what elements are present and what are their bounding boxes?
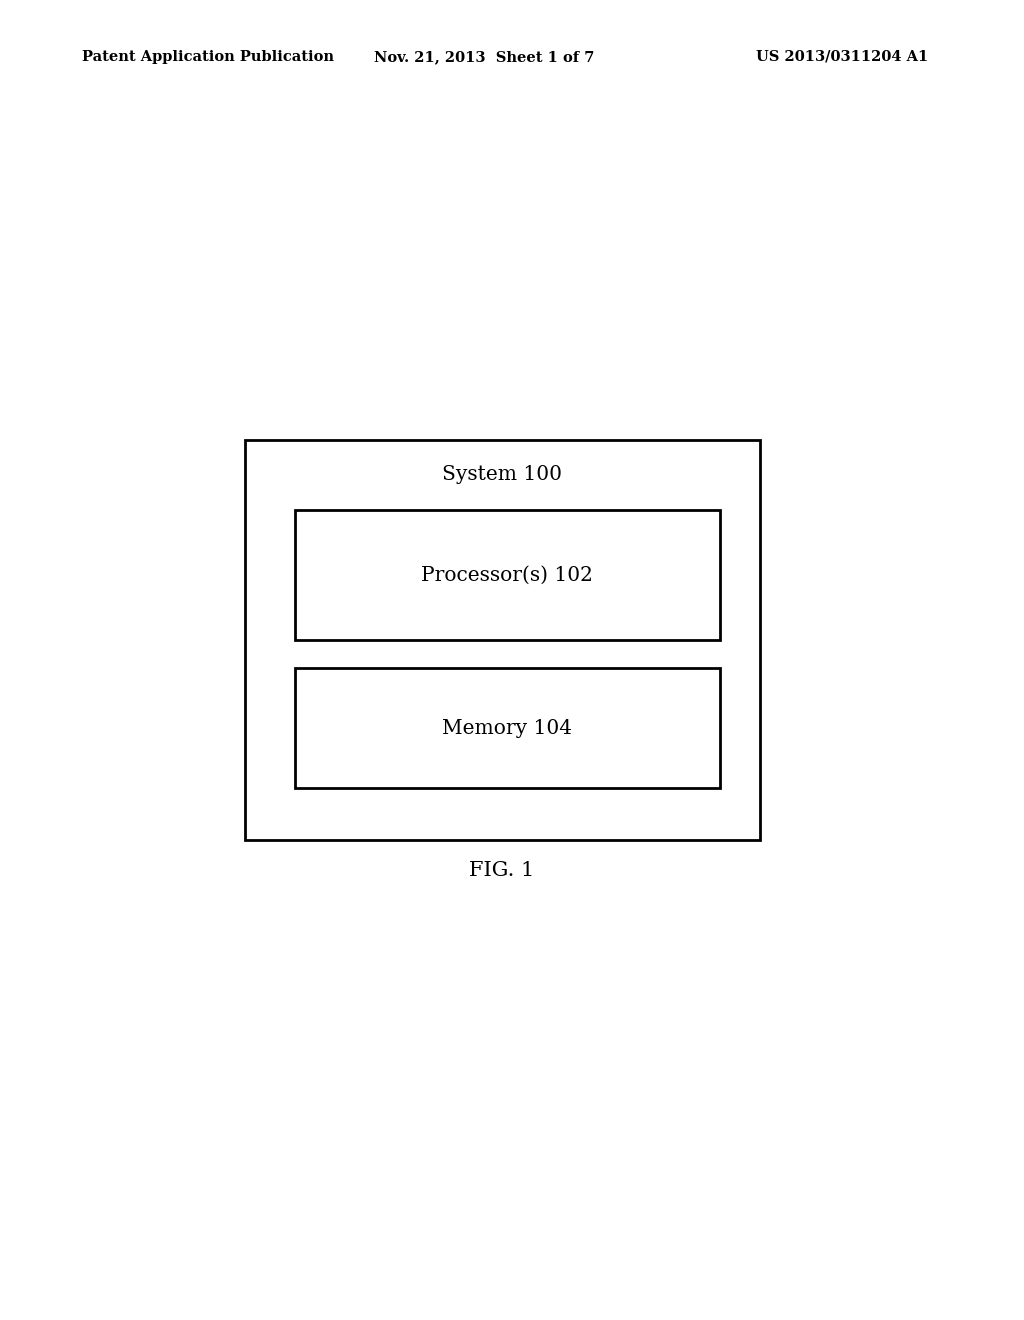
Bar <box>295 510 720 640</box>
Text: FIG. 1: FIG. 1 <box>469 861 535 879</box>
Text: System 100: System 100 <box>442 465 562 483</box>
Text: US 2013/0311204 A1: US 2013/0311204 A1 <box>756 50 928 63</box>
Bar <box>295 668 720 788</box>
Text: Nov. 21, 2013  Sheet 1 of 7: Nov. 21, 2013 Sheet 1 of 7 <box>374 50 594 63</box>
Text: Memory 104: Memory 104 <box>442 718 572 738</box>
Text: Processor(s) 102: Processor(s) 102 <box>421 565 593 585</box>
Text: Patent Application Publication: Patent Application Publication <box>82 50 334 63</box>
Bar <box>245 440 760 840</box>
